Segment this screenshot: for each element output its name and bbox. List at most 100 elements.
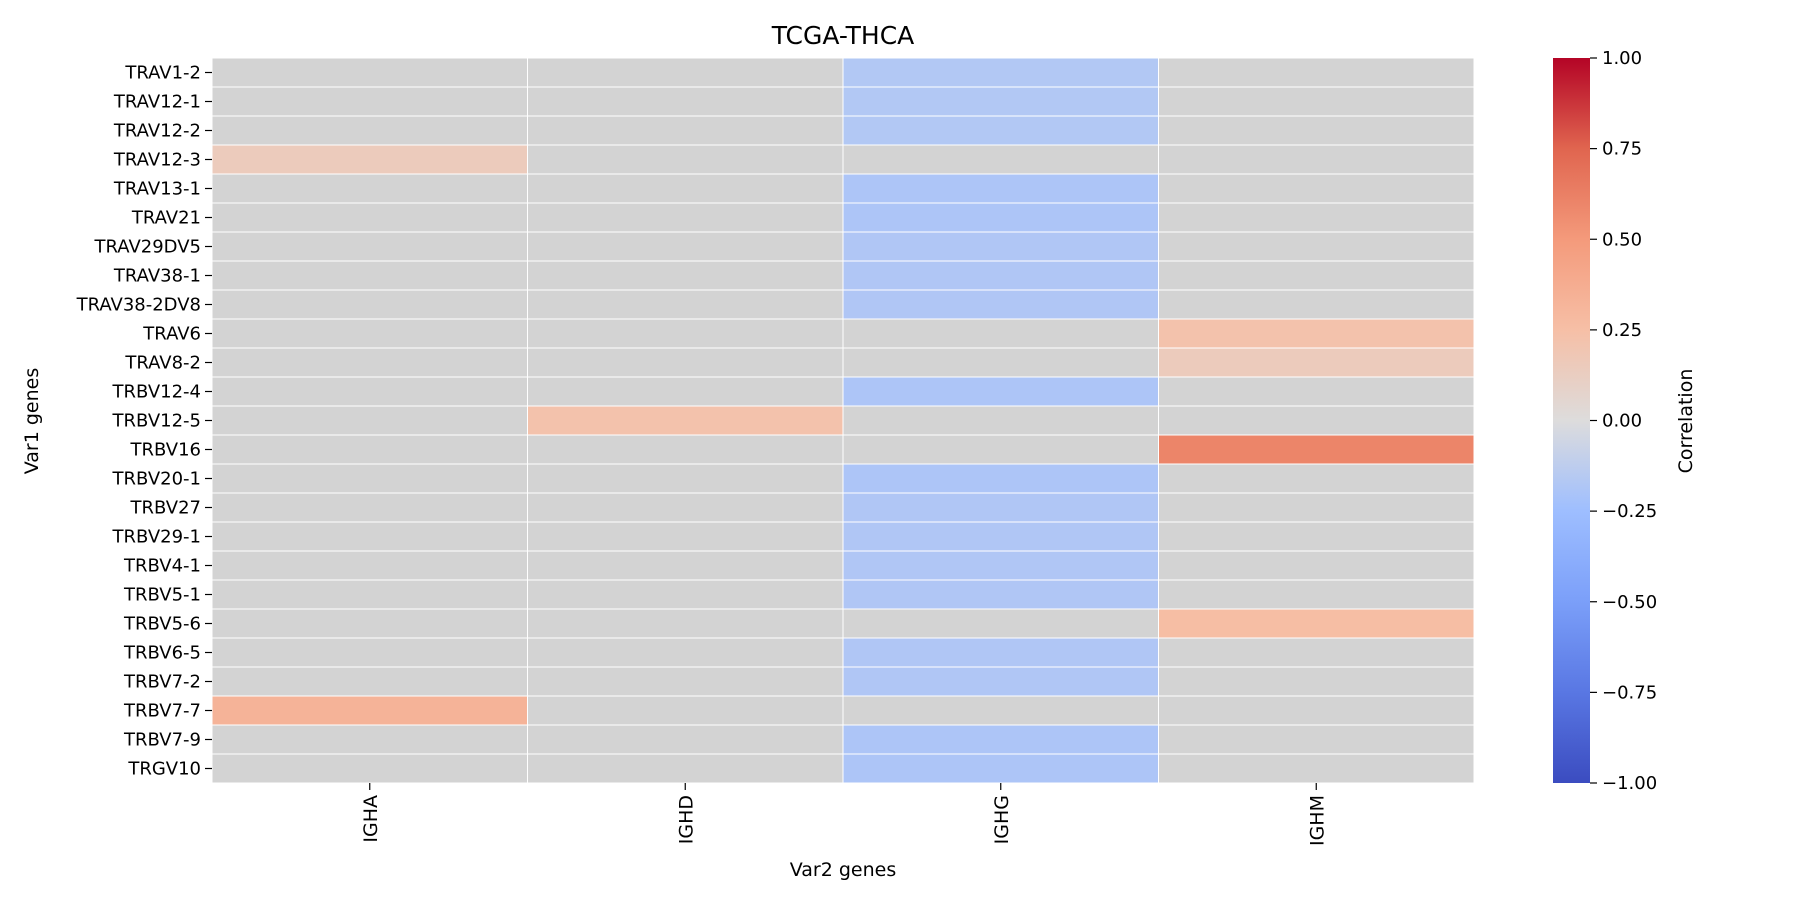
heatmap-cell — [842, 202, 1159, 233]
colorbar-tick-label: −0.50 — [1602, 592, 1657, 613]
heatmap-cell — [211, 666, 528, 697]
heatmap-cell — [1158, 608, 1475, 639]
heatmap-cell — [842, 347, 1159, 378]
heatmap-cell — [527, 666, 844, 697]
heatmap-cell — [211, 724, 528, 755]
heatmap-cell — [1158, 57, 1475, 88]
heatmap-cell — [1158, 492, 1475, 523]
heatmap-cell — [527, 434, 844, 465]
column-labels: IGHA IGHD IGHG IGHM — [360, 783, 1328, 846]
heatmap-cell — [211, 289, 528, 320]
heatmap-cell — [211, 434, 528, 465]
heatmap-cell — [842, 637, 1159, 668]
colorbar-tick-label: 0.25 — [1602, 320, 1642, 341]
row-label: TRBV29-1 — [112, 527, 201, 548]
row-label: TRAV6 — [142, 324, 201, 345]
colorbar-label: Correlation — [1675, 369, 1697, 474]
heatmap-cell — [211, 579, 528, 610]
heatmap-cell — [211, 260, 528, 291]
heatmap-cell — [1158, 579, 1475, 610]
heatmap-cell — [527, 144, 844, 175]
colorbar-tick-label: −1.00 — [1602, 773, 1657, 794]
heatmap-cell — [842, 579, 1159, 610]
heatmap-cell — [527, 376, 844, 407]
heatmap-cell — [842, 115, 1159, 146]
row-label: TRGV10 — [127, 759, 201, 780]
x-axis-label: Var2 genes — [790, 859, 897, 881]
heatmap-cell — [211, 637, 528, 668]
heatmap-cell — [527, 579, 844, 610]
heatmap-cell — [527, 57, 844, 88]
heatmap-cell — [1158, 753, 1475, 784]
colorbar — [1553, 58, 1590, 783]
heatmap-cell — [842, 376, 1159, 407]
heatmap-cell — [211, 492, 528, 523]
heatmap-cell — [842, 434, 1159, 465]
row-label: TRBV7-9 — [123, 730, 201, 751]
heatmap-cell — [527, 695, 844, 726]
row-label: TRBV27 — [129, 498, 201, 519]
heatmap-cell — [211, 115, 528, 146]
heatmap-cell — [1158, 521, 1475, 552]
column-label: IGHA — [360, 795, 382, 843]
heatmap-cell — [842, 492, 1159, 523]
row-label: TRAV12-2 — [113, 121, 201, 142]
heatmap-cell — [211, 521, 528, 552]
column-label: IGHD — [675, 795, 697, 844]
heatmap-cell — [1158, 463, 1475, 494]
row-label: TRBV16 — [129, 440, 201, 461]
heatmap-cell — [527, 521, 844, 552]
row-label: TRAV38-1 — [113, 266, 201, 287]
colorbar-tick-label: 0.50 — [1602, 229, 1642, 250]
heatmap-cell — [211, 463, 528, 494]
column-label: IGHM — [1306, 795, 1328, 846]
heatmap-cell — [211, 376, 528, 407]
heatmap-cell — [842, 289, 1159, 320]
heatmap-cell — [527, 318, 844, 349]
heatmap-cell — [1158, 144, 1475, 175]
colorbar-tick-label: 0.75 — [1602, 139, 1642, 160]
heatmap-cell — [842, 550, 1159, 581]
heatmap-cell — [1158, 695, 1475, 726]
colorbar-tick-label: −0.75 — [1602, 682, 1657, 703]
heatmap-cell — [842, 260, 1159, 291]
heatmap-cell — [1158, 347, 1475, 378]
heatmap-cell — [842, 57, 1159, 88]
heatmap-cell — [1158, 666, 1475, 697]
row-label: TRAV12-1 — [113, 92, 201, 113]
heatmap-cell — [211, 550, 528, 581]
heatmap-cell — [527, 86, 844, 117]
heatmap-cell — [527, 608, 844, 639]
heatmap-cell — [211, 608, 528, 639]
heatmap-cell — [842, 666, 1159, 697]
heatmap-cell — [842, 521, 1159, 552]
heatmap-cell — [211, 144, 528, 175]
colorbar-tick-label: 0.00 — [1602, 411, 1642, 432]
heatmap-cell — [1158, 115, 1475, 146]
colorbar-tick-label: 1.00 — [1602, 48, 1642, 69]
heatmap-cell — [842, 318, 1159, 349]
row-label: TRBV12-4 — [112, 382, 201, 403]
heatmap-cell — [211, 347, 528, 378]
heatmap-cells — [211, 57, 1475, 784]
heatmap-cell — [1158, 550, 1475, 581]
row-label: TRAV12-3 — [113, 150, 201, 171]
row-label: TRBV5-6 — [123, 614, 201, 635]
heatmap-cell — [211, 202, 528, 233]
column-label: IGHG — [991, 795, 1013, 844]
heatmap-cell — [527, 202, 844, 233]
heatmap-cell — [211, 405, 528, 436]
heatmap-cell — [527, 724, 844, 755]
heatmap-cell — [1158, 318, 1475, 349]
heatmap-cell — [1158, 637, 1475, 668]
heatmap-cell — [527, 550, 844, 581]
heatmap-cell — [842, 695, 1159, 726]
heatmap-cell — [211, 86, 528, 117]
heatmap-cell — [1158, 86, 1475, 117]
row-label: TRAV29DV5 — [94, 237, 201, 258]
heatmap-cell — [527, 173, 844, 204]
heatmap-cell — [1158, 376, 1475, 407]
heatmap-cell — [842, 724, 1159, 755]
